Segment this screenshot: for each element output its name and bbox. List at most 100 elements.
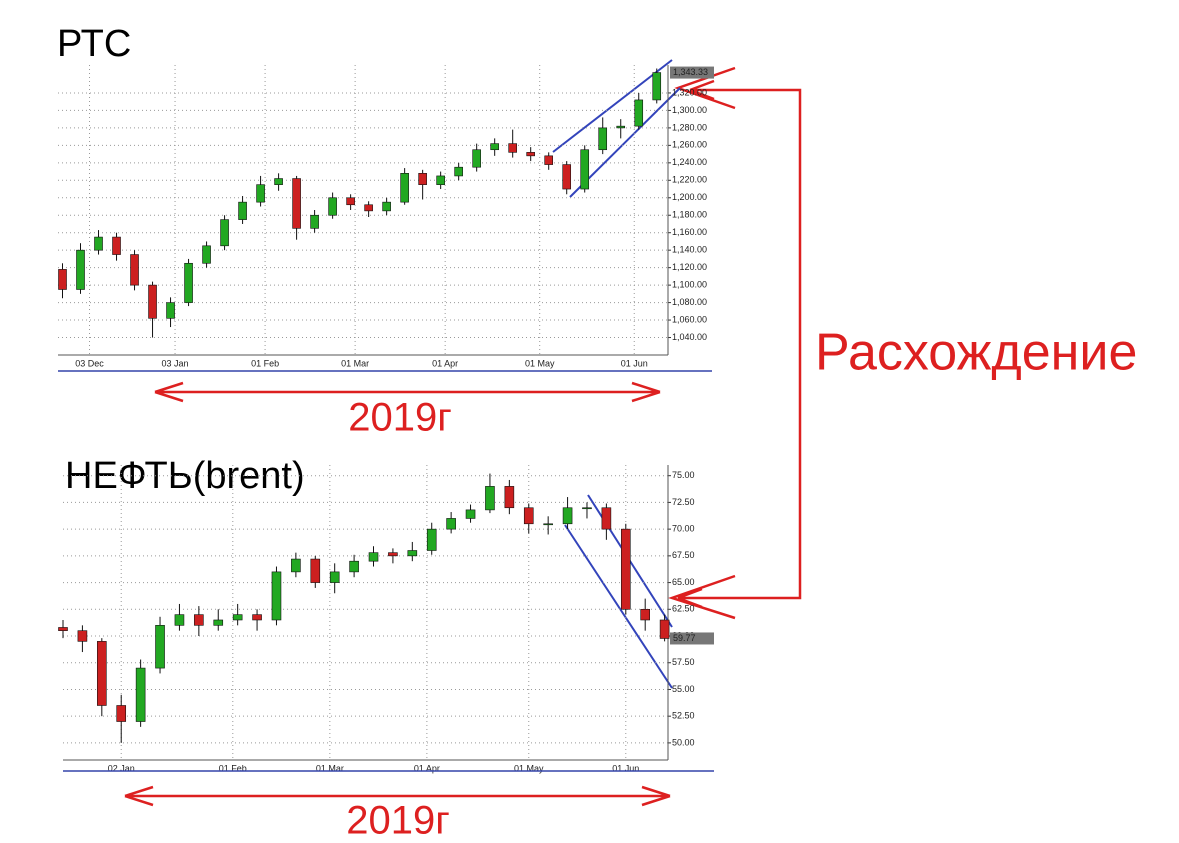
range-arrow xyxy=(124,785,671,807)
candle-body xyxy=(418,173,427,185)
candle-body xyxy=(77,630,88,642)
candle-body xyxy=(465,509,476,519)
x-tick-label: 01 Mar xyxy=(316,763,344,773)
x-tick-label: 01 Jun xyxy=(612,763,639,773)
y-tick-label: 50.00 xyxy=(672,737,695,747)
y-tick-label: 1,060.00 xyxy=(672,314,707,324)
y-tick-label: 55.00 xyxy=(672,684,695,694)
price-tag xyxy=(670,66,714,79)
candle-body xyxy=(220,219,229,247)
candle-body xyxy=(256,184,265,203)
x-tick-label: 01 Apr xyxy=(414,763,440,773)
x-tick-label: 01 Feb xyxy=(251,358,279,368)
candle-body xyxy=(310,214,319,229)
candle-body xyxy=(274,178,283,185)
range-arrow xyxy=(154,381,661,403)
x-tick-label: 01 Mar xyxy=(341,358,369,368)
chart-title: РТС xyxy=(57,23,131,65)
year-label: 2019г xyxy=(346,799,450,843)
candle-body xyxy=(232,614,243,621)
y-tick-label: 52.50 xyxy=(672,711,695,721)
candle-body xyxy=(562,507,573,525)
candle-body xyxy=(94,236,103,251)
candle-body xyxy=(582,507,592,510)
candle-body xyxy=(364,204,373,212)
y-tick-label: 1,300.00 xyxy=(672,105,707,115)
candle-body xyxy=(426,528,437,551)
candle-body xyxy=(601,507,612,530)
candle-body xyxy=(184,262,193,303)
candle-body xyxy=(252,614,262,621)
x-tick-label: 03 Jan xyxy=(162,358,189,368)
y-tick-label: 75.00 xyxy=(672,470,695,480)
y-tick-label: 1,220.00 xyxy=(672,175,707,185)
y-tick-label: 1,180.00 xyxy=(672,210,707,220)
annotations xyxy=(124,66,802,807)
y-tick-label: 1,140.00 xyxy=(672,245,707,255)
candle-body xyxy=(407,550,418,557)
candle-body xyxy=(174,614,185,626)
candle-body xyxy=(526,152,535,157)
candle-body xyxy=(135,667,146,722)
candle-body xyxy=(472,149,481,168)
candle-body xyxy=(446,518,456,530)
candle-body xyxy=(130,254,139,286)
candle-body xyxy=(616,125,626,129)
y-tick-label: 70.00 xyxy=(672,524,695,534)
candle-body xyxy=(454,166,463,177)
candle-body xyxy=(436,175,445,185)
divergence-label: Расхождение xyxy=(815,324,1137,382)
x-tick-label: 01 Apr xyxy=(432,358,458,368)
y-tick-label: 1,260.00 xyxy=(672,140,707,150)
candle-body xyxy=(148,284,157,319)
candle-body xyxy=(97,641,107,706)
price-tag xyxy=(670,632,714,645)
candle-body xyxy=(490,143,499,151)
candle-body xyxy=(202,245,211,264)
candle-body xyxy=(634,99,644,127)
candle-body xyxy=(291,558,301,573)
channels xyxy=(552,59,681,689)
y-tick-label: 1,160.00 xyxy=(672,227,707,237)
candle-body xyxy=(580,149,590,190)
candle-body xyxy=(112,236,121,255)
price-tag-label: 1,343.33 xyxy=(673,67,708,77)
y-tick-label: 1,320.00 xyxy=(672,87,707,97)
candle-body xyxy=(640,608,650,621)
candle-body xyxy=(652,72,662,101)
y-tick-label: 1,080.00 xyxy=(672,297,707,307)
candle-body xyxy=(271,571,282,621)
candle-body xyxy=(213,619,224,626)
candle-body xyxy=(400,173,409,203)
candle-body xyxy=(58,627,68,631)
candle-body xyxy=(382,201,391,212)
candle-body xyxy=(328,197,337,216)
candle-body xyxy=(659,619,670,639)
y-tick-label: 57.50 xyxy=(672,657,695,667)
channel-line xyxy=(552,59,673,153)
candle-body xyxy=(116,705,127,722)
candle-body xyxy=(543,523,553,526)
candle-body xyxy=(485,486,495,511)
candle-body xyxy=(166,302,175,319)
candle-body xyxy=(292,178,301,229)
candle-body xyxy=(562,164,572,190)
y-tick-label: 72.50 xyxy=(672,497,695,507)
candle-body xyxy=(310,558,321,583)
x-tick-label: 01 May xyxy=(514,763,544,773)
candle-body xyxy=(504,486,515,509)
y-tick-label: 67.50 xyxy=(672,550,695,560)
x-tick-label: 03 Dec xyxy=(75,358,104,368)
y-tick-label: 1,200.00 xyxy=(672,192,707,202)
candle-body xyxy=(329,571,340,583)
candle-body xyxy=(349,560,359,573)
y-tick-label: 1,100.00 xyxy=(672,279,707,289)
chart-title: НЕФТЬ(brent) xyxy=(65,455,305,497)
year-label: 2019г xyxy=(348,396,452,440)
x-tick-label: 01 Feb xyxy=(219,763,247,773)
divergence-bracket xyxy=(668,66,802,620)
channel-line xyxy=(564,524,673,689)
y-tick-label: 1,040.00 xyxy=(672,332,707,342)
y-tick-label: 1,240.00 xyxy=(672,157,707,167)
